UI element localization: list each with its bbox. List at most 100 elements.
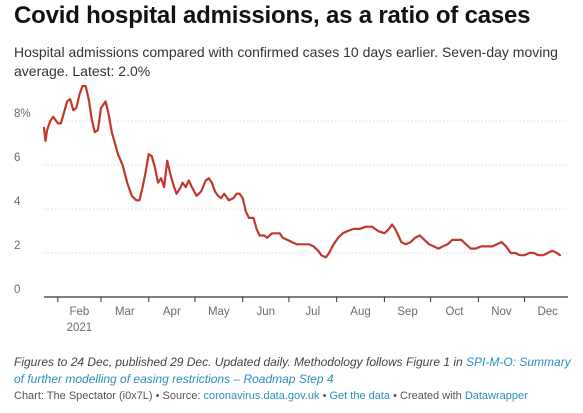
data-point [157,182,159,184]
data-point [75,107,77,109]
data-point [44,140,46,142]
data-point [410,241,412,243]
source-link[interactable]: coronavirus.data.gov.uk [203,390,320,402]
data-point [487,245,489,247]
data-point [519,254,521,256]
x-tick-label: Jun [257,306,276,318]
data-point [388,228,390,230]
data-point [211,182,213,184]
data-point [419,234,421,236]
x-tick-label: Oct [446,306,465,318]
data-point [169,173,171,175]
data-point [474,248,476,250]
data-point [205,179,207,181]
x-axis-ticks: Feb 2021 Mar Apr May Jun Jul Aug Sep Oct Nov Dec [57,297,558,334]
data-point [100,107,102,109]
data-point [91,118,93,120]
x-tick-label: Aug [350,306,370,318]
data-point [414,237,416,239]
data-point [423,239,425,241]
data-point [175,193,177,195]
data-point [460,239,462,241]
x-tick-label: Feb [70,306,90,318]
chart-credit: Chart: The Spectator (i0x7L) [14,390,153,402]
data-point [85,85,87,87]
data-point [456,239,458,241]
grid-lines [44,120,568,298]
data-point [142,186,144,188]
data-point [377,230,379,232]
data-point [138,199,140,201]
data-point [328,252,330,254]
get-data-link[interactable]: Get the data [329,390,391,402]
data-point [400,241,402,243]
data-point [188,179,190,181]
data-point [242,197,244,199]
data-point [66,100,68,102]
data-point [325,256,327,258]
methodology-link[interactable]: SPI-M-O: Summary of further modelling of… [14,355,571,386]
chart-footer: Chart: The Spectator (i0x7L) • Source: c… [14,390,528,402]
data-point [500,241,502,243]
data-point [72,109,74,111]
data-point [60,122,62,124]
footer-separator: • Source: [152,390,204,402]
data-point [353,228,355,230]
data-point [442,245,444,247]
data-point [220,197,222,199]
data-point [551,250,553,252]
data-point [302,243,304,245]
data-point [397,234,399,236]
data-point [496,243,498,245]
data-point [266,237,268,239]
data-point [524,254,526,256]
data-point [365,226,367,228]
data-point [491,245,493,247]
data-point [510,252,512,254]
data-point [160,177,162,179]
data-point [537,254,539,256]
data-point [111,131,113,133]
data-point [342,232,344,234]
data-point [286,239,288,241]
y-tick-label: 0 [14,284,20,296]
data-point [276,232,278,234]
x-tick-year-label: 2021 [67,322,93,334]
data-point [256,228,258,230]
data-point [108,114,110,116]
data-point [252,217,254,219]
data-point [43,127,45,129]
data-point [154,166,156,168]
chart-notes: Figures to 24 Dec, published 29 Dec. Upd… [14,354,574,388]
data-point [359,228,361,230]
data-point [447,243,449,245]
data-point [451,239,453,241]
data-point [333,243,335,245]
data-point [151,155,153,157]
x-tick-label: Nov [491,306,512,318]
data-point [57,122,59,124]
data-point [291,241,293,243]
data-point [559,254,561,256]
data-point [296,243,298,245]
data-point [88,98,90,100]
data-point [320,254,322,256]
data-point [428,243,430,245]
datawrapper-link[interactable]: Datawrapper [464,390,528,402]
data-point [52,116,54,118]
data-point [245,210,247,212]
y-tick-label: 2 [14,240,20,252]
data-point [214,190,216,192]
x-tick-label: Sep [397,306,417,318]
data-point [114,142,116,144]
data-point [49,120,51,122]
data-point [235,193,237,195]
data-point [223,193,225,195]
data-point [46,129,48,131]
data-point [383,232,385,234]
data-point [105,100,107,102]
footer-separator: • [319,390,330,402]
data-point [94,131,96,133]
data-point [185,186,187,188]
